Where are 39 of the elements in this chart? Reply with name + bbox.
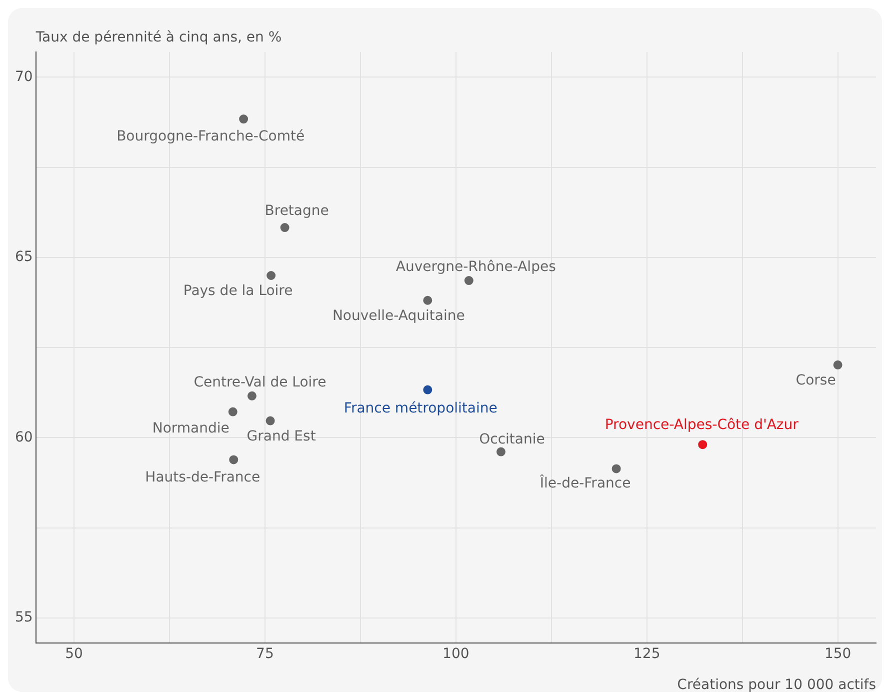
x-tick-label: 100 — [442, 646, 470, 662]
point — [266, 416, 275, 426]
point — [247, 391, 256, 400]
point — [496, 447, 506, 456]
x-tick-label: 125 — [633, 646, 660, 662]
series-label: France métropolitaine — [344, 400, 498, 416]
point — [464, 276, 474, 286]
point — [229, 455, 238, 464]
point — [833, 360, 842, 370]
series-label: Pays de la Loire — [183, 283, 293, 300]
x-tick-label: 75 — [256, 646, 274, 662]
point — [423, 296, 432, 305]
point — [423, 385, 432, 394]
series-label: Bretagne — [264, 203, 329, 220]
y-tick-label: 60 — [14, 429, 33, 446]
series-label: Grand Est — [246, 428, 316, 444]
series-label: Corse — [796, 372, 836, 389]
x-axis-title: Créations pour 10 000 actifs — [677, 676, 876, 693]
y-tick-label: 55 — [14, 610, 33, 626]
point — [228, 407, 238, 416]
series-label: Occitanie — [479, 431, 545, 448]
x-tick-label: 150 — [824, 646, 852, 662]
y-axis-title: Taux de pérennité à cinq ans, en % — [34, 30, 282, 46]
point — [698, 440, 708, 450]
series-label: Centre-Val de Loire — [194, 374, 326, 391]
series-label: Normandie — [152, 420, 230, 436]
text: Bourgogne-Franche-Comté — [116, 128, 305, 145]
point — [612, 464, 621, 474]
point — [239, 114, 248, 124]
point — [280, 223, 290, 232]
text: Nouvelle-Aquitaine — [332, 308, 465, 324]
y-tick-label: 70 — [14, 68, 33, 85]
series-label: Île-de-France — [540, 474, 631, 492]
y-tick-label: 65 — [14, 249, 33, 266]
series-label: Provence-Alpes-Côte d'Azur — [604, 417, 799, 434]
series-label: Hauts-de-France — [145, 469, 260, 486]
point — [266, 271, 276, 280]
series-label: Auvergne-Rhône-Alpes — [396, 259, 556, 276]
x-tick-label: 50 — [65, 646, 83, 662]
